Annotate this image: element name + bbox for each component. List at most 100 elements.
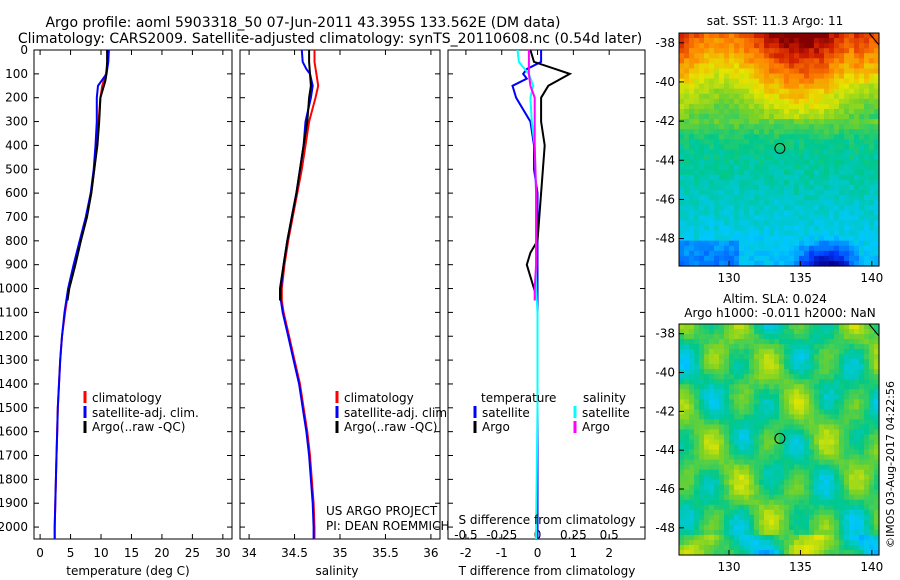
- heatmap-cell: [819, 379, 825, 385]
- heatmap-cell: [769, 464, 775, 471]
- heatmap-cell: [769, 124, 775, 130]
- heatmap-cell: [864, 474, 870, 481]
- heatmap-cell: [804, 195, 810, 201]
- heatmap-cell: [824, 529, 830, 536]
- heatmap-cell: [869, 344, 875, 350]
- heatmap-cell: [859, 154, 865, 161]
- heatmap-cell: [774, 374, 780, 380]
- heatmap-cell: [744, 154, 750, 161]
- s-diff-tick-label: -0.25: [486, 528, 517, 542]
- legend-label-satellite: satellite-adj. clim.: [344, 406, 451, 420]
- heatmap-cell: [859, 474, 865, 481]
- heatmap-cell: [794, 220, 800, 227]
- heatmap-cell: [804, 379, 810, 385]
- heatmap-cell: [799, 119, 805, 125]
- heatmap-cell: [814, 195, 820, 201]
- heatmap-cell: [824, 108, 830, 115]
- heatmap-cell: [709, 215, 715, 222]
- heatmap-cell: [874, 159, 880, 166]
- heatmap-cell: [684, 205, 690, 211]
- heatmap-cell: [814, 484, 820, 491]
- heatmap-cell: [874, 474, 880, 481]
- heatmap-cell: [684, 409, 690, 415]
- heatmap-cell: [684, 514, 690, 521]
- heatmap-cell: [874, 454, 880, 461]
- heatmap-cell: [699, 399, 705, 405]
- heatmap-cell: [759, 434, 765, 441]
- heatmap-cell: [829, 200, 835, 206]
- heatmap-cell: [844, 544, 850, 551]
- heatmap-cell: [789, 399, 795, 405]
- heatmap-cell: [799, 245, 805, 252]
- heatmap-cell: [699, 159, 705, 166]
- heatmap-cell: [699, 184, 705, 191]
- heatmap-cell: [684, 549, 690, 556]
- heatmap-cell: [759, 449, 765, 456]
- heatmap-cell: [854, 114, 860, 120]
- heatmap-cell: [799, 349, 805, 355]
- heatmap-cell: [689, 240, 695, 247]
- heatmap-cell: [749, 103, 755, 110]
- heatmap-cell: [849, 349, 855, 355]
- heatmap-cell: [789, 354, 795, 360]
- heatmap-cell: [774, 399, 780, 405]
- heatmap-cell: [699, 210, 705, 216]
- heatmap-cell: [839, 78, 845, 85]
- heatmap-cell: [849, 58, 855, 64]
- heatmap-cell: [759, 190, 765, 196]
- heatmap-cell: [699, 73, 705, 80]
- heatmap-cell: [834, 339, 840, 345]
- heatmap-cell: [714, 324, 720, 330]
- heatmap-cell: [819, 103, 825, 110]
- heatmap-cell: [739, 195, 745, 201]
- heatmap-cell: [869, 389, 875, 395]
- heatmap-cell: [854, 174, 860, 181]
- heatmap-cell: [699, 78, 705, 85]
- heatmap-cell: [854, 245, 860, 252]
- heatmap-cell: [724, 43, 730, 49]
- heatmap-cell: [729, 124, 735, 130]
- heatmap-cell: [739, 524, 745, 531]
- heatmap-cell: [679, 449, 685, 456]
- heatmap-cell: [784, 394, 790, 400]
- heatmap-cell: [869, 384, 875, 390]
- heatmap-cell: [774, 489, 780, 496]
- heatmap-cell: [734, 414, 740, 421]
- heatmap-cell: [794, 494, 800, 501]
- heatmap-cell: [834, 549, 840, 556]
- heatmap-cell: [749, 414, 755, 421]
- heatmap-cell: [859, 489, 865, 496]
- heatmap-cell: [859, 444, 865, 451]
- heatmap-cell: [684, 354, 690, 360]
- heatmap-cell: [744, 489, 750, 496]
- heatmap-cell: [864, 124, 870, 130]
- heatmap-cell: [869, 509, 875, 516]
- heatmap-cell: [694, 139, 700, 146]
- heatmap-cell: [844, 369, 850, 375]
- heatmap-cell: [769, 225, 775, 232]
- temperature-axis: 0 5 10 15 20 25 30: [34, 49, 232, 560]
- heatmap-cell: [754, 215, 760, 222]
- heatmap-cell: [709, 68, 715, 75]
- heatmap-cell: [839, 524, 845, 531]
- legend-label-argo: Argo(..raw -QC): [92, 420, 185, 434]
- heatmap-cell: [759, 324, 765, 330]
- heatmap-cell: [769, 374, 775, 380]
- heatmap-cell: [694, 164, 700, 171]
- heatmap-cell: [684, 93, 690, 100]
- heatmap-cell: [709, 424, 715, 431]
- heatmap-cell: [724, 534, 730, 541]
- heatmap-cell: [874, 359, 880, 365]
- heatmap-cell: [814, 88, 820, 95]
- heatmap-cell: [714, 544, 720, 551]
- heatmap-cell: [849, 444, 855, 451]
- heatmap-cell: [789, 544, 795, 551]
- heatmap-cell: [854, 509, 860, 516]
- heatmap-cell: [729, 369, 735, 375]
- heatmap-cell: [789, 119, 795, 125]
- heatmap-cell: [809, 164, 815, 171]
- heatmap-cell: [794, 235, 800, 242]
- heatmap-cell: [789, 190, 795, 196]
- heatmap-cell: [869, 134, 875, 140]
- heatmap-cell: [699, 389, 705, 395]
